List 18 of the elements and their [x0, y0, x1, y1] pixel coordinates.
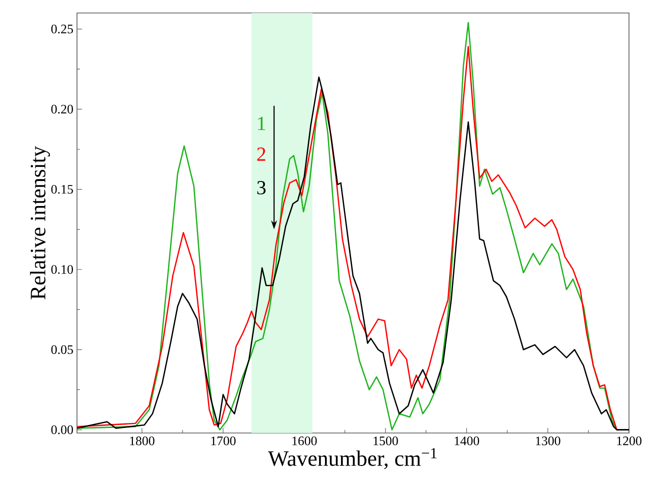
series-label: 3: [257, 181, 266, 194]
x-axis-title: Wavenumber, cm$^{−1}$: [268, 448, 437, 470]
y-tick-label: 0.00: [51, 425, 73, 434]
x-tick-label: 1500: [374, 436, 398, 446]
x-tick-label: 1200: [617, 436, 642, 446]
y-tick-label: 0.20: [51, 104, 73, 114]
y-tick-label: 0.25: [51, 24, 73, 34]
series-label: 2: [257, 148, 266, 161]
y-tick-label: 0.05: [51, 345, 73, 354]
y-axis-title: Relative intensity: [30, 146, 50, 300]
x-tick-label: 1400: [454, 436, 480, 446]
x-tick-label: 1600: [292, 436, 317, 446]
y-tick-label: 0.15: [51, 184, 73, 194]
series-label: 1: [258, 116, 266, 130]
x-tick-label: 1300: [536, 436, 560, 446]
x-tick-label: 1700: [211, 436, 236, 446]
y-tick-label: 0.10: [51, 265, 73, 274]
x-tick-label: 1800: [130, 436, 154, 446]
